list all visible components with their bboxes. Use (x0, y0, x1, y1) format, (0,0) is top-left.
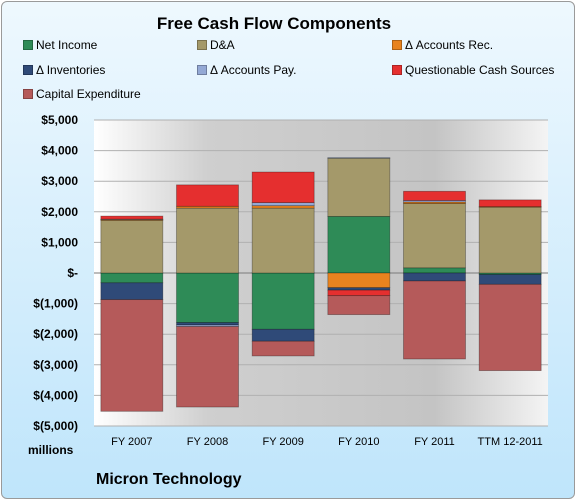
x-category-label: FY 2010 (338, 436, 379, 448)
bar-accounts-pay-fy-2009 (251, 202, 315, 207)
bar-capital-expenditure-fy-2011 (403, 280, 466, 360)
legend-swatch-da (197, 40, 207, 50)
legend-label-accounts-rec: Δ Accounts Rec. (405, 38, 494, 52)
legend-swatch-accounts-pay (197, 65, 207, 75)
y-tick-label: $5,000 (41, 113, 78, 127)
bar-net-income-fy-2007 (100, 272, 164, 284)
bar-questionable-cash-sources-fy-2011 (403, 190, 466, 201)
bar-d-a-fy-2008 (176, 207, 239, 274)
bar-net-income-fy-2010 (327, 215, 391, 274)
legend-item-da: D&A (197, 38, 235, 52)
bar-accounts-rec-ttm-12-2011 (478, 206, 542, 208)
bar-d-a-ttm-12-2011 (478, 206, 542, 274)
legend-item-inventories: Δ Inventories (23, 63, 105, 77)
legend-swatch-inventories (23, 65, 33, 75)
x-category-label: FY 2009 (262, 436, 303, 448)
x-category-label: FY 2007 (111, 436, 152, 448)
bar-questionable-cash-sources-fy-2010 (327, 289, 391, 297)
legend-label-inventories: Δ Inventories (36, 63, 106, 77)
y-tick-label: $4,000 (41, 144, 78, 158)
legend-item-accounts-rec: Δ Accounts Rec. (392, 38, 493, 52)
legend-item-questionable-cash: Questionable Cash Sources (392, 63, 554, 77)
x-category-labels: FY 2007 FY 2008 FY 2009 FY 2010 FY 2011 TTM 1… (111, 436, 543, 448)
bar-d-a-fy-2011 (403, 203, 466, 269)
gridlines (94, 119, 548, 427)
legend-item-accounts-pay: Δ Accounts Pay. (197, 63, 297, 77)
legend-item-net-income: Net Income (23, 38, 97, 52)
legend-label-da: D&A (210, 38, 235, 52)
bar-capital-expenditure-ttm-12-2011 (478, 283, 542, 372)
y-tick-label: $1,000 (41, 235, 78, 249)
legend-label-accounts-pay: Δ Accounts Pay. (210, 63, 297, 77)
bar-capital-expenditure-fy-2010 (327, 295, 391, 316)
bar-d-a-fy-2010 (327, 157, 391, 217)
y-tick-label: $(3,000) (33, 358, 78, 372)
bar-questionable-cash-sources-fy-2008 (176, 184, 239, 207)
bar-questionable-cash-sources-ttm-12-2011 (478, 199, 542, 207)
bar-inventories-ttm-12-2011 (478, 274, 542, 285)
y-tick-label: $(4,000) (33, 388, 78, 402)
y-tick-label: $(5,000) (33, 419, 78, 433)
bar-inventories-fy-2007 (100, 282, 164, 301)
chart-title: Free Cash Flow Components (156, 14, 392, 33)
y-tick-label: $3,000 (41, 174, 78, 188)
legend-label-capex: Capital Expenditure (36, 87, 141, 101)
x-category-label: TTM 12-2011 (478, 436, 543, 448)
bar-capital-expenditure-fy-2007 (100, 299, 164, 412)
bar-inventories-fy-2011 (403, 272, 466, 282)
bars (100, 157, 542, 412)
legend-swatch-net-income (23, 40, 33, 50)
bar-questionable-cash-sources-fy-2007 (100, 215, 164, 220)
legend-label-net-income: Net Income (36, 38, 98, 52)
units-label: millions (28, 443, 74, 457)
y-tick-label: $(2,000) (33, 327, 78, 341)
x-category-label: FY 2008 (187, 436, 228, 448)
legend-swatch-questionable-cash (392, 65, 402, 75)
legend-label-questionable-cash: Questionable Cash Sources (405, 63, 555, 77)
company-label: Micron Technology (96, 471, 242, 488)
legend-swatch-accounts-rec (392, 40, 402, 50)
y-tick-label: $2,000 (41, 205, 78, 219)
bar-accounts-rec-fy-2008 (176, 205, 239, 209)
legend-item-capex: Capital Expenditure (23, 87, 141, 101)
y-tick-label: $- (67, 266, 78, 280)
bar-capital-expenditure-fy-2009 (251, 340, 315, 357)
bar-net-income-fy-2008 (176, 272, 239, 323)
bar-d-a-fy-2009 (251, 207, 315, 274)
bar-net-income-fy-2009 (251, 272, 315, 330)
bar-net-income-fy-2011 (403, 267, 466, 274)
bar-d-a-fy-2007 (100, 219, 164, 274)
bar-capital-expenditure-fy-2008 (176, 326, 239, 408)
bar-accounts-rec-fy-2010 (327, 272, 391, 289)
bar-inventories-fy-2009 (251, 328, 315, 342)
x-category-label: FY 2011 (414, 436, 455, 448)
y-tick-labels: $5,000 $4,000 $3,000 $2,000 $1,000 $- $(1,000)… (33, 113, 78, 433)
y-tick-label: $(1,000) (33, 297, 78, 311)
bar-accounts-pay-fy-2010 (327, 157, 391, 159)
legend-swatch-capex (23, 89, 33, 99)
bar-questionable-cash-sources-fy-2009 (251, 171, 315, 204)
